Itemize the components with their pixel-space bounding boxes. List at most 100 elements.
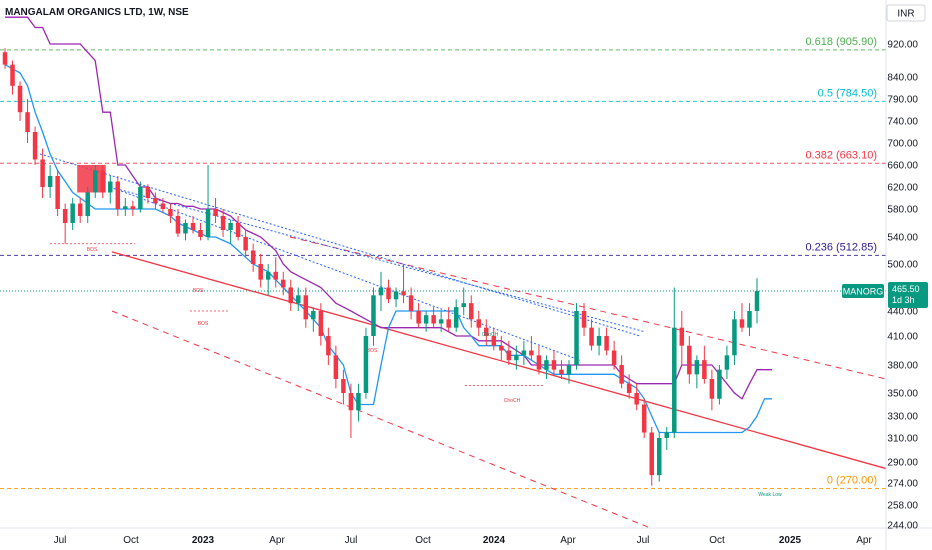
- candle[interactable]: [250, 243, 256, 272]
- candle[interactable]: [754, 278, 760, 324]
- candle[interactable]: [183, 219, 188, 241]
- candle[interactable]: [717, 365, 722, 405]
- candle[interactable]: [288, 279, 294, 311]
- candle[interactable]: [724, 345, 730, 379]
- candle[interactable]: [258, 253, 263, 288]
- candle[interactable]: [416, 303, 421, 328]
- candle[interactable]: [341, 369, 346, 405]
- candle[interactable]: [453, 299, 459, 332]
- candle[interactable]: [311, 307, 316, 332]
- candle[interactable]: [265, 264, 271, 296]
- candle[interactable]: [318, 303, 324, 346]
- candle[interactable]: [611, 340, 617, 370]
- candle[interactable]: [2, 48, 8, 69]
- candle[interactable]: [408, 287, 414, 320]
- candle[interactable]: [10, 60, 15, 95]
- candle[interactable]: [371, 287, 376, 346]
- candle[interactable]: [544, 355, 549, 379]
- candle[interactable]: [138, 181, 143, 213]
- candle[interactable]: [40, 148, 45, 199]
- candle[interactable]: [604, 327, 609, 356]
- candle[interactable]: [536, 345, 542, 375]
- candle[interactable]: [386, 279, 391, 304]
- candle[interactable]: [168, 203, 173, 224]
- candle[interactable]: [280, 271, 286, 296]
- candle[interactable]: [92, 165, 98, 198]
- candle[interactable]: [664, 427, 670, 450]
- candle[interactable]: [333, 345, 339, 389]
- candles-layer[interactable]: [2, 48, 760, 486]
- candle[interactable]: [108, 176, 113, 204]
- candle[interactable]: [123, 198, 128, 216]
- candle[interactable]: [273, 257, 278, 288]
- candle[interactable]: [160, 198, 166, 213]
- candle[interactable]: [145, 184, 151, 204]
- candle[interactable]: [393, 287, 399, 308]
- candle[interactable]: [634, 383, 639, 411]
- candle[interactable]: [32, 126, 38, 166]
- candle[interactable]: [348, 383, 354, 438]
- candle[interactable]: [491, 327, 497, 351]
- candle[interactable]: [709, 369, 715, 411]
- candle[interactable]: [77, 198, 83, 223]
- candle[interactable]: [506, 340, 512, 365]
- candle[interactable]: [694, 355, 700, 389]
- candle[interactable]: [732, 311, 737, 365]
- candle[interactable]: [574, 303, 579, 370]
- candle[interactable]: [175, 209, 181, 237]
- candle[interactable]: [431, 307, 436, 328]
- candle[interactable]: [438, 311, 444, 332]
- candle[interactable]: [596, 327, 602, 356]
- candle[interactable]: [62, 203, 68, 244]
- candle[interactable]: [213, 198, 218, 223]
- candle[interactable]: [17, 81, 23, 121]
- candle[interactable]: [198, 223, 203, 241]
- candle[interactable]: [514, 345, 519, 370]
- candle[interactable]: [626, 374, 632, 399]
- candle[interactable]: [130, 200, 136, 216]
- candle[interactable]: [100, 165, 106, 198]
- candle[interactable]: [446, 307, 451, 332]
- candle[interactable]: [401, 264, 406, 304]
- candle[interactable]: [739, 303, 745, 332]
- candle[interactable]: [356, 383, 361, 422]
- candle[interactable]: [687, 336, 692, 384]
- candle[interactable]: [559, 360, 564, 379]
- candle[interactable]: [672, 287, 677, 439]
- candle[interactable]: [363, 327, 369, 399]
- candle[interactable]: [55, 170, 60, 217]
- candle[interactable]: [378, 271, 384, 311]
- candle[interactable]: [499, 336, 504, 361]
- candle[interactable]: [484, 319, 489, 346]
- candle[interactable]: [70, 198, 75, 230]
- candle[interactable]: [47, 165, 53, 198]
- candle[interactable]: [303, 287, 309, 328]
- candle[interactable]: [326, 327, 331, 365]
- candle[interactable]: [679, 311, 685, 365]
- candle[interactable]: [25, 99, 30, 143]
- candle[interactable]: [115, 176, 121, 216]
- candle[interactable]: [649, 427, 654, 486]
- candle[interactable]: [461, 287, 466, 316]
- candle[interactable]: [521, 340, 527, 365]
- candle[interactable]: [243, 230, 248, 258]
- candle[interactable]: [423, 311, 429, 332]
- candle[interactable]: [529, 336, 534, 361]
- currency-button[interactable]: INR: [886, 4, 926, 22]
- candle[interactable]: [190, 216, 196, 234]
- candle[interactable]: [228, 219, 233, 244]
- candle[interactable]: [747, 303, 752, 336]
- candle[interactable]: [220, 209, 226, 237]
- candle[interactable]: [581, 303, 587, 336]
- candle[interactable]: [296, 287, 301, 312]
- candle[interactable]: [468, 295, 474, 328]
- candle[interactable]: [476, 311, 482, 336]
- candle[interactable]: [619, 355, 624, 389]
- candle[interactable]: [205, 165, 211, 241]
- candle[interactable]: [566, 360, 572, 384]
- candle[interactable]: [656, 432, 662, 482]
- candle[interactable]: [589, 319, 594, 351]
- candle[interactable]: [551, 350, 557, 375]
- candle[interactable]: [235, 216, 241, 241]
- candle[interactable]: [85, 187, 90, 223]
